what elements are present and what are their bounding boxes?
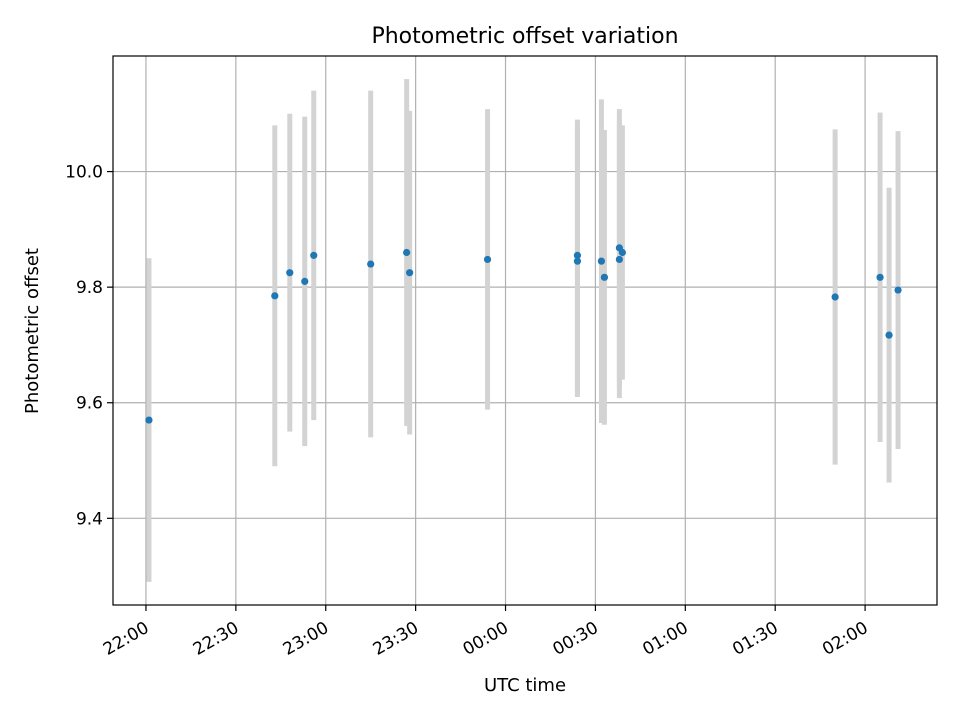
- data-point: [876, 273, 884, 281]
- data-point: [271, 292, 279, 300]
- y-axis-label: Photometric offset: [22, 248, 43, 414]
- x-tick-label: 01:30: [729, 618, 781, 660]
- x-tick-label: 22:30: [190, 618, 242, 660]
- axes-frame: [112, 55, 938, 606]
- data-point: [615, 255, 623, 264]
- data-point: [597, 257, 606, 265]
- data-point: [286, 269, 294, 277]
- x-tick-label: 01:00: [639, 618, 691, 660]
- data-point: [301, 277, 309, 285]
- grid: [113, 56, 937, 605]
- y-tick-label: 10.0: [65, 163, 103, 183]
- error-bars: [146, 79, 901, 582]
- data-point: [885, 331, 893, 339]
- data-point: [618, 248, 626, 257]
- data-point: [403, 248, 411, 257]
- y-tick-label: 9.4: [76, 509, 103, 529]
- data-point: [894, 286, 902, 294]
- x-tick-label: 00:00: [460, 618, 512, 660]
- x-ticks: 22:00 22:30 23:00 23:30 00:00 00:30 01:00 01:30…: [100, 605, 872, 660]
- y-ticks: 9.4 9.6 9.8 10.0: [65, 163, 113, 529]
- chart-title: Photometric offset variation: [371, 24, 678, 49]
- x-axis-label: UTC time: [484, 675, 566, 696]
- x-tick-label: 23:30: [370, 618, 422, 660]
- x-tick-label: 23:00: [280, 618, 332, 660]
- data-point: [406, 269, 414, 277]
- data-point: [483, 255, 492, 264]
- y-tick-label: 9.6: [76, 394, 103, 414]
- x-tick-label: 22:00: [100, 618, 152, 660]
- x-tick-label: 00:30: [549, 618, 601, 660]
- data-point: [367, 260, 375, 268]
- data-points: [145, 244, 902, 424]
- data-point: [310, 251, 318, 259]
- data-point: [600, 273, 609, 281]
- x-tick-label: 02:00: [819, 618, 871, 660]
- data-point: [573, 257, 582, 265]
- data-point: [573, 251, 582, 259]
- data-point: [831, 293, 839, 301]
- y-tick-label: 9.8: [76, 278, 103, 298]
- data-point: [145, 416, 153, 424]
